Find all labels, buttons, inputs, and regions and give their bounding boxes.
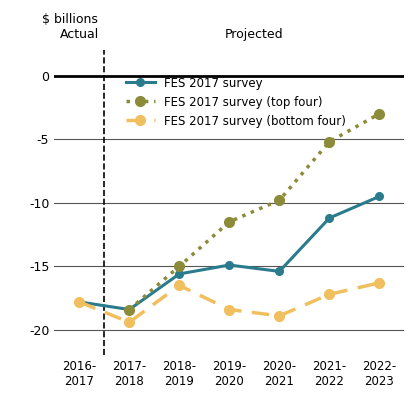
Line: FES 2017 survey: FES 2017 survey: [75, 193, 383, 314]
FES 2017 survey (top four): [327, 139, 332, 144]
FES 2017 survey (top four): [177, 264, 182, 269]
Text: $ billions: $ billions: [42, 13, 98, 25]
Text: Actual: Actual: [60, 28, 99, 41]
FES 2017 survey (bottom four): [327, 292, 332, 297]
FES 2017 survey (bottom four): [177, 283, 182, 288]
FES 2017 survey: [377, 194, 382, 199]
Text: Projected: Projected: [225, 28, 284, 41]
Legend: FES 2017 survey, FES 2017 survey (top four), FES 2017 survey (bottom four): FES 2017 survey, FES 2017 survey (top fo…: [123, 74, 349, 130]
FES 2017 survey: [277, 269, 282, 274]
Line: FES 2017 survey (bottom four): FES 2017 survey (bottom four): [74, 278, 384, 327]
Line: FES 2017 survey (top four): FES 2017 survey (top four): [124, 109, 384, 314]
FES 2017 survey (top four): [377, 111, 382, 116]
FES 2017 survey (bottom four): [127, 320, 132, 325]
FES 2017 survey (top four): [227, 219, 232, 224]
FES 2017 survey (top four): [277, 198, 282, 203]
FES 2017 survey (bottom four): [377, 280, 382, 285]
FES 2017 survey: [327, 216, 332, 221]
FES 2017 survey: [227, 263, 232, 268]
FES 2017 survey (bottom four): [277, 314, 282, 319]
FES 2017 survey (bottom four): [77, 299, 82, 304]
FES 2017 survey: [77, 299, 82, 304]
FES 2017 survey (bottom four): [227, 307, 232, 312]
FES 2017 survey: [127, 307, 132, 312]
FES 2017 survey (top four): [127, 307, 132, 312]
FES 2017 survey: [177, 271, 182, 276]
